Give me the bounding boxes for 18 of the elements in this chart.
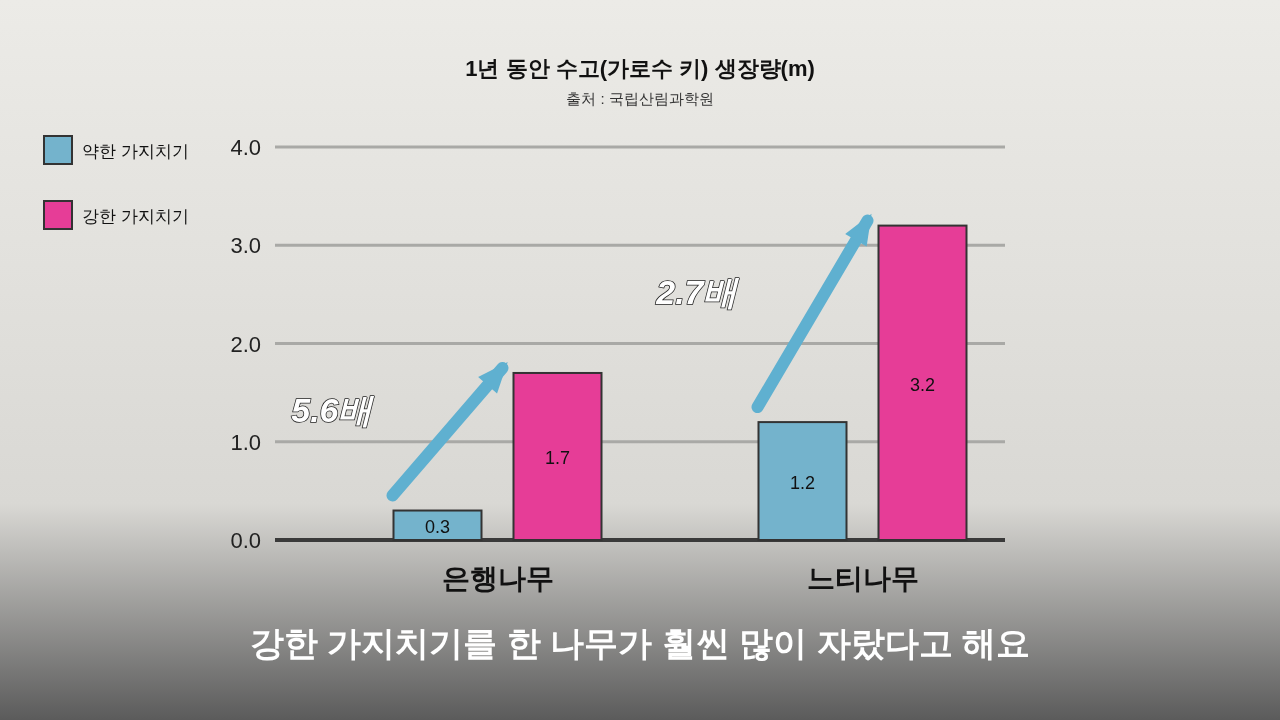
y-tick-label: 1.0 <box>230 429 261 455</box>
chart-title: 1년 동안 수고(가로수 키) 생장량(m) <box>465 56 815 81</box>
y-tick-label: 0.0 <box>230 528 261 553</box>
annotation: 2.7배 <box>655 272 741 311</box>
annotation: 5.6배 <box>291 390 376 429</box>
text: 강한 가지치기를 한 나무가 훨씬 많이 자랐다고 해요 <box>249 624 1031 662</box>
data-label: 1.7 <box>544 448 571 469</box>
chart-subtitle: 출처 : 국립산림과학원 <box>566 90 714 107</box>
data-label: 3.2 <box>909 374 936 395</box>
x-tick-label: 은행나무 <box>441 563 554 594</box>
legend-label: 약한 가지치기 <box>82 142 189 161</box>
y-tick-label: 4.0 <box>230 135 261 160</box>
legend-label: 강한 가지치기 <box>82 207 189 226</box>
x-tick-label: 느티나무 <box>806 563 919 594</box>
data-label: 0.3 <box>424 517 451 538</box>
data-label: 1.2 <box>789 473 816 494</box>
y-tick-label: 3.0 <box>230 233 261 259</box>
y-tick-label: 2.0 <box>230 331 261 357</box>
